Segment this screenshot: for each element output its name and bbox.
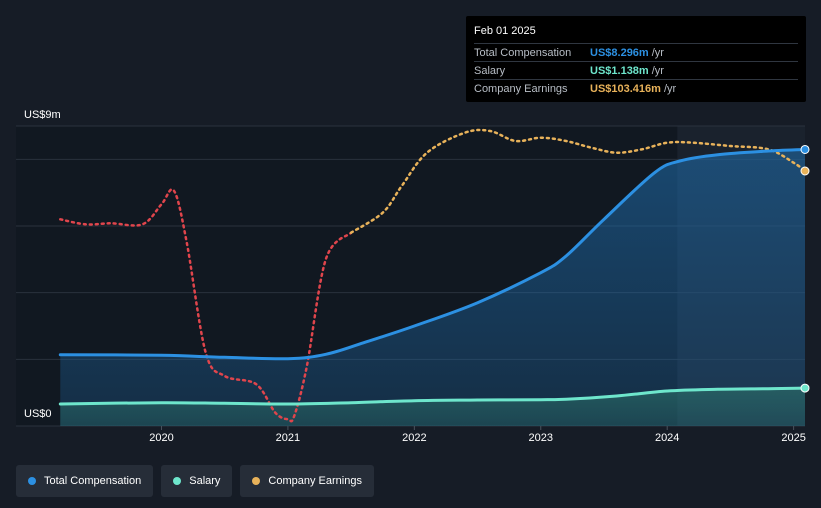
tooltip-row-total: Total Compensation US$8.296m /yr: [474, 43, 798, 61]
legend-item-company-earnings[interactable]: Company Earnings: [240, 465, 374, 497]
legend-label: Total Compensation: [44, 475, 142, 487]
tooltip: Feb 01 2025 Total Compensation US$8.296m…: [466, 16, 806, 102]
x-tick-label: 2021: [275, 432, 301, 444]
x-tick-label: 2022: [402, 432, 427, 444]
end-marker-salary: [800, 383, 810, 393]
tooltip-row-earnings: Company Earnings US$103.416m /yr: [474, 79, 798, 97]
y-axis-bottom-label: US$0: [24, 408, 52, 420]
legend-item-total-compensation[interactable]: Total Compensation: [16, 465, 154, 497]
x-tick-label: 2020: [149, 432, 174, 444]
tooltip-label: Total Compensation: [474, 46, 572, 59]
end-marker-earnings: [800, 166, 810, 176]
legend-label: Company Earnings: [268, 475, 362, 487]
legend-dot-icon: [173, 477, 182, 485]
tooltip-value: US$8.296m: [590, 46, 649, 59]
legend-dot-icon: [252, 477, 261, 485]
legend-dot-icon: [28, 477, 36, 485]
x-tick-label: 2023: [528, 432, 554, 444]
x-tick-label: 2025: [781, 432, 806, 444]
tooltip-value: US$1.138m: [590, 64, 649, 77]
series-line-salary: [58, 386, 807, 406]
series-area-total: [60, 149, 806, 426]
end-marker-total: [800, 144, 810, 154]
tooltip-label: Company Earnings: [474, 82, 568, 95]
x-tick-label: 2024: [654, 432, 680, 444]
tooltip-unit: /yr: [663, 82, 677, 95]
legend-item-salary[interactable]: Salary: [161, 465, 233, 497]
tooltip-label: Salary: [474, 64, 506, 77]
tooltip-date: Feb 01 2025: [474, 25, 536, 37]
tooltip-unit: /yr: [651, 46, 664, 59]
series-line-total: [58, 148, 807, 361]
tooltip-row-salary: Salary US$1.138m /yr: [474, 61, 798, 79]
series-line-earnings: [349, 128, 807, 234]
legend: Total Compensation Salary Company Earnin…: [16, 465, 374, 497]
tooltip-unit: /yr: [651, 64, 664, 77]
series-line-earnings-past: [59, 188, 353, 423]
y-axis-top-label: US$9m: [24, 109, 61, 121]
series-area-salary: [60, 388, 806, 426]
tooltip-value: US$103.416m: [590, 82, 661, 95]
legend-label: Salary: [189, 475, 221, 487]
